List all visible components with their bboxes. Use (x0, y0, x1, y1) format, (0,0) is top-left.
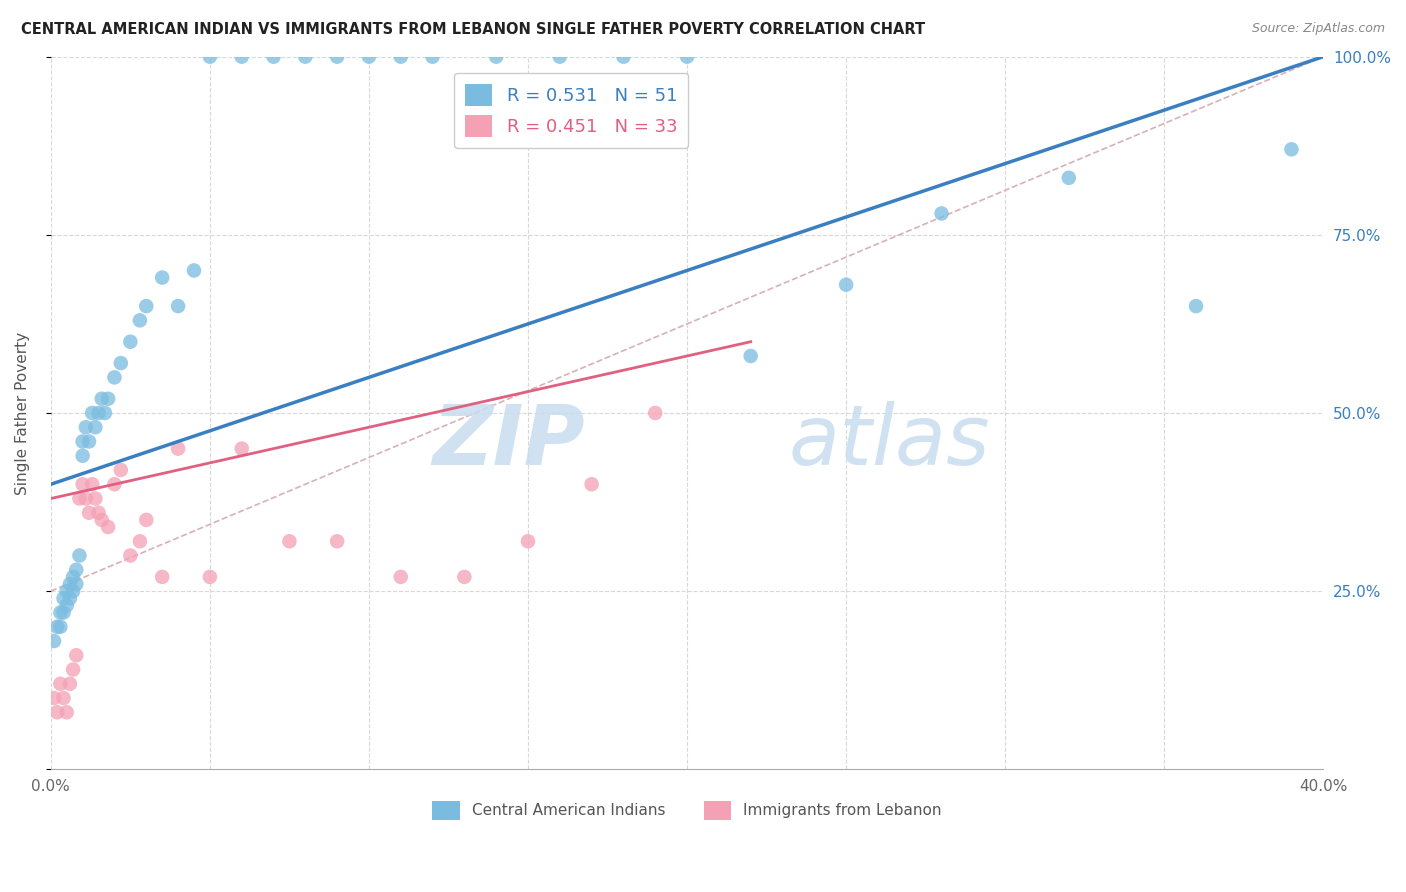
Point (183, 263, 205, 277)
Point (326, 50, 349, 64)
Point (75, 491, 97, 506)
Point (120, 549, 142, 563)
Point (326, 534, 349, 549)
Point (135, 513, 157, 527)
Point (49, 677, 72, 691)
Point (52, 606, 75, 620)
Point (129, 534, 152, 549)
Point (49, 606, 72, 620)
Point (97, 520, 120, 534)
Point (59, 591, 82, 606)
Point (135, 299, 157, 313)
Point (90, 392, 112, 406)
Point (278, 534, 301, 549)
Point (422, 50, 444, 64)
Point (110, 356, 132, 370)
Point (120, 334, 142, 349)
Point (453, 570, 475, 584)
Point (52, 691, 75, 706)
Point (49, 620, 72, 634)
Point (110, 463, 132, 477)
Point (198, 570, 221, 584)
Point (357, 50, 380, 64)
Text: ZIP: ZIP (433, 401, 585, 482)
Point (129, 313, 152, 327)
Point (72, 449, 94, 463)
Point (62, 570, 84, 584)
Point (82, 406, 104, 420)
Point (150, 570, 173, 584)
Point (103, 477, 125, 491)
Point (548, 50, 571, 64)
Point (1057, 170, 1080, 185)
Point (231, 50, 253, 64)
Point (644, 406, 666, 420)
Point (55, 599, 77, 613)
Point (294, 50, 316, 64)
Legend: Central American Indians, Immigrants from Lebanon: Central American Indians, Immigrants fro… (426, 795, 948, 826)
Point (103, 370, 125, 384)
Point (150, 270, 173, 285)
Text: Source: ZipAtlas.com: Source: ZipAtlas.com (1251, 22, 1385, 36)
Point (87, 406, 110, 420)
Point (62, 584, 84, 599)
Point (72, 477, 94, 491)
Point (1281, 142, 1303, 156)
Point (62, 663, 84, 677)
Point (72, 434, 94, 449)
Point (94, 406, 117, 420)
Point (65, 648, 87, 663)
Point (90, 513, 112, 527)
Point (65, 563, 87, 577)
Point (517, 534, 540, 549)
Point (581, 477, 603, 491)
Point (835, 277, 858, 292)
Point (55, 706, 77, 720)
Point (77, 506, 100, 520)
Point (84, 420, 107, 434)
Point (46, 620, 69, 634)
Point (167, 299, 190, 313)
Point (65, 577, 87, 591)
Point (52, 591, 75, 606)
Point (389, 570, 412, 584)
Point (1185, 299, 1208, 313)
Point (198, 50, 221, 64)
Point (231, 442, 253, 456)
Point (389, 50, 412, 64)
Point (97, 392, 120, 406)
Text: CENTRAL AMERICAN INDIAN VS IMMIGRANTS FROM LEBANON SINGLE FATHER POVERTY CORRELA: CENTRAL AMERICAN INDIAN VS IMMIGRANTS FR… (21, 22, 925, 37)
Point (75, 420, 97, 434)
Point (59, 577, 82, 591)
Point (87, 506, 110, 520)
Point (676, 50, 699, 64)
Point (740, 349, 762, 363)
Y-axis label: Single Father Poverty: Single Father Poverty (15, 332, 30, 494)
Point (485, 50, 508, 64)
Point (69, 491, 91, 506)
Point (42, 691, 65, 706)
Point (84, 491, 107, 506)
Point (59, 677, 82, 691)
Point (77, 434, 100, 449)
Point (263, 50, 285, 64)
Text: atlas: atlas (789, 401, 990, 482)
Point (612, 50, 634, 64)
Point (55, 584, 77, 599)
Point (46, 706, 69, 720)
Point (69, 549, 91, 563)
Point (167, 442, 190, 456)
Point (931, 206, 953, 220)
Point (82, 477, 104, 491)
Point (42, 634, 65, 648)
